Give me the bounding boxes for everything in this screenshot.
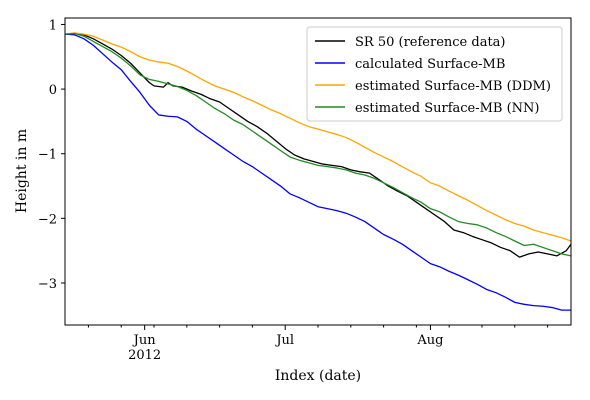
series-line-2 [64, 32, 572, 242]
y-tick-label: 1 [49, 18, 57, 33]
legend-box [306, 26, 563, 122]
legend-label: calculated Surface-MB [355, 57, 505, 72]
series-line-0 [64, 32, 572, 258]
legend-label: estimated Surface-MB (DDM) [355, 79, 551, 94]
legend: SR 50 (reference data) calculated Surface… [306, 26, 563, 122]
x-axis-label: Index (date) [275, 368, 361, 384]
series-line-1 [64, 33, 571, 311]
plot-area [64, 32, 572, 311]
legend-label: SR 50 (reference data) [355, 35, 506, 50]
series-line-3 [64, 32, 572, 257]
x-tick-label: Jul [274, 333, 294, 348]
x-tick-label: Aug [416, 333, 443, 348]
x-tick-label: Jun [132, 333, 157, 348]
y-tick-label: −3 [38, 277, 57, 292]
y-tick-label: 0 [49, 83, 57, 98]
legend-label: estimated Surface-MB (NN) [355, 101, 540, 116]
y-tick-label: −2 [38, 212, 57, 227]
y-axis: 1 0 −1 −2 −3 [38, 18, 65, 292]
y-tick-label: −1 [38, 148, 57, 163]
y-axis-label: Height in m [14, 129, 30, 213]
x-tick-sublabel: 2012 [128, 348, 161, 363]
